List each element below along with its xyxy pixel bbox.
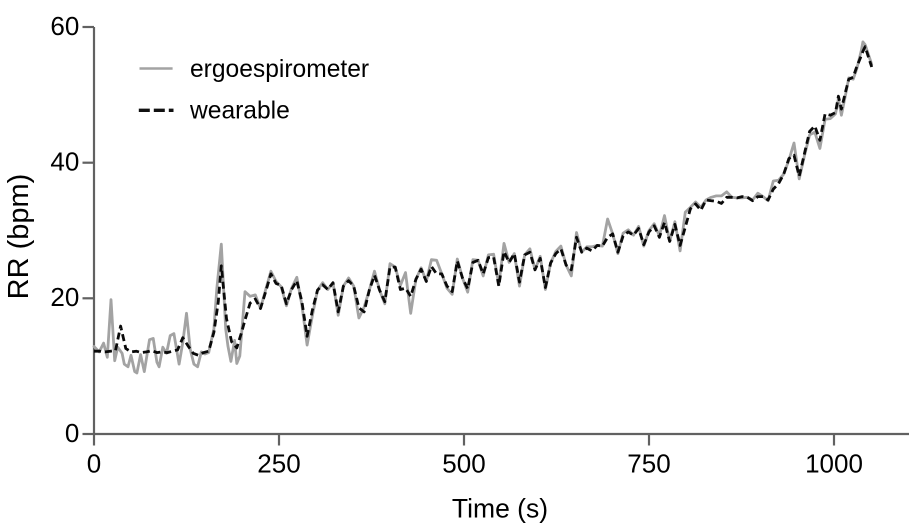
svg-text:1000: 1000 — [805, 448, 863, 478]
svg-text:ergoespirometer: ergoespirometer — [190, 56, 369, 83]
svg-text:40: 40 — [50, 147, 79, 177]
svg-text:RR (bpm): RR (bpm) — [3, 174, 35, 300]
svg-text:wearable: wearable — [189, 98, 290, 125]
svg-text:20: 20 — [50, 282, 79, 312]
svg-text:0: 0 — [87, 448, 101, 478]
svg-text:250: 250 — [257, 448, 300, 478]
svg-text:60: 60 — [50, 11, 79, 41]
svg-text:750: 750 — [627, 448, 670, 478]
svg-text:0: 0 — [65, 418, 79, 448]
svg-text:Time (s): Time (s) — [452, 493, 548, 523]
svg-text:500: 500 — [442, 448, 485, 478]
